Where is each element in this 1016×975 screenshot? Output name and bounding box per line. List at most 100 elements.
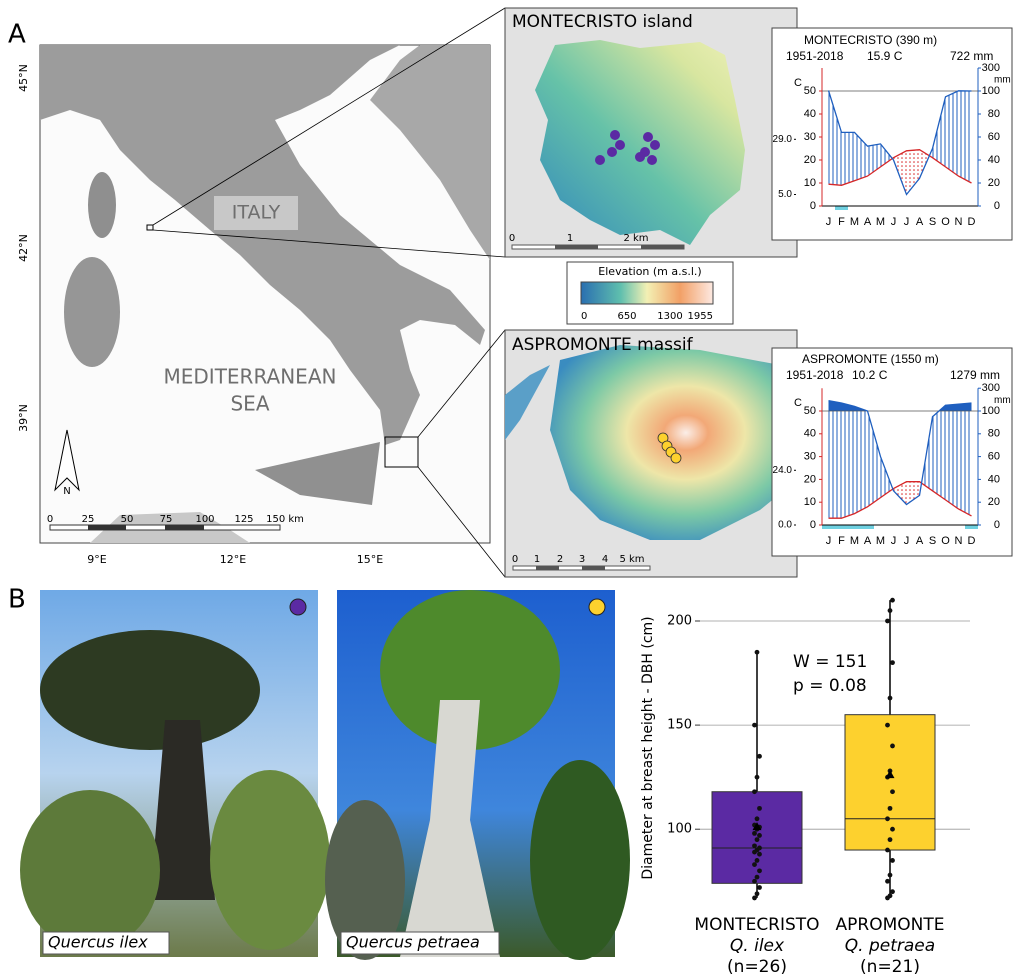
y2-tick-label: 20	[988, 496, 1000, 508]
y2-tick-label: 80	[988, 428, 1000, 440]
frost-month	[835, 206, 848, 210]
color-bar	[581, 282, 713, 304]
data-point	[885, 848, 890, 853]
scale-label: 2	[557, 554, 563, 565]
data-point	[757, 806, 762, 811]
extreme-label: 5.0	[778, 189, 792, 200]
extreme-label: 29.0	[773, 134, 793, 145]
scale-label: 150 km	[266, 514, 304, 525]
corsica	[88, 172, 116, 238]
month-label: S	[929, 216, 936, 228]
y-tick-label: 10	[804, 177, 816, 189]
month-label: D	[968, 216, 976, 228]
y2-tick-label: 0	[994, 519, 1000, 531]
data-point	[888, 893, 893, 898]
site	[671, 453, 681, 463]
lat-label: 39°N	[17, 404, 30, 432]
scale-label: 75	[160, 514, 173, 525]
data-point	[888, 608, 893, 613]
y-tick-label: 30	[804, 131, 816, 143]
scale-bar	[88, 525, 126, 530]
data-point	[757, 868, 762, 873]
scale-label: 1	[534, 554, 540, 565]
total-precip: 1279 mm	[950, 368, 1000, 382]
y-tick-label: 20	[804, 154, 816, 166]
site	[650, 140, 660, 150]
site	[615, 140, 625, 150]
y2-tick-label: 20	[988, 177, 1000, 189]
data-point	[755, 858, 760, 863]
y2-tick-label: 300	[982, 62, 1000, 74]
data-point	[757, 885, 762, 890]
month-label: F	[838, 216, 845, 228]
montecristo-inset: MONTECRISTO island 0 1 2 km	[505, 8, 797, 257]
frost-month	[822, 525, 874, 529]
group-name: MONTECRISTO	[694, 915, 819, 935]
aspromonte-inset: ASPROMONTE massif 0 1 2 3 4 5 km	[505, 330, 797, 577]
lon-label: 12°E	[220, 553, 246, 566]
inset-title: ASPROMONTE massif	[512, 335, 694, 355]
group-n: (n=21)	[860, 957, 920, 975]
panel-label: B	[8, 585, 26, 615]
y-tick-label: 0	[810, 200, 816, 212]
scale-label: 0	[512, 554, 518, 565]
month-label: A	[864, 216, 872, 228]
elevation-legend: Elevation (m a.s.l.) 0 650 1300 1955	[567, 262, 733, 324]
month-label: M	[876, 216, 885, 228]
month-label: N	[955, 535, 963, 547]
figure: A ITALY MEDITERRANEAN SEA N 0 25 50 75 1…	[0, 0, 1016, 975]
scale-label: 1	[567, 233, 573, 244]
precip-unit: mm	[994, 395, 1011, 406]
data-point	[757, 846, 762, 851]
scale-label: 25	[82, 514, 95, 525]
group-species: Q. ilex	[730, 936, 785, 956]
y-tick-label: 40	[804, 428, 816, 440]
scale-label: 0	[47, 514, 53, 525]
month-label: O	[941, 216, 950, 228]
frost-month	[965, 525, 978, 529]
data-point	[885, 879, 890, 884]
month-label: A	[916, 216, 924, 228]
group-species: Q. petraea	[845, 936, 935, 956]
data-point	[890, 744, 895, 749]
y-tick-label: 30	[804, 451, 816, 463]
site	[610, 130, 620, 140]
data-point	[888, 873, 893, 878]
photo-caption: Quercus petraea	[346, 933, 480, 952]
extreme-label: 0.0	[778, 520, 792, 531]
month-label: J	[826, 535, 832, 547]
month-label: M	[850, 216, 859, 228]
data-point	[757, 754, 762, 759]
site	[607, 147, 617, 157]
scale-bar	[513, 566, 650, 570]
mean-temp: 10.2 C	[852, 368, 888, 382]
site	[635, 152, 645, 162]
data-point	[752, 723, 757, 728]
panel-label: A	[8, 20, 26, 50]
data-point	[757, 852, 762, 857]
sardinia	[64, 257, 120, 367]
data-point	[885, 723, 890, 728]
photo: Quercus ilex	[20, 590, 330, 957]
boxplot: Diameter at breast height - DBH (cm) W =…	[640, 598, 970, 975]
legend-tick: 1300	[657, 311, 682, 322]
sea-label: SEA	[230, 392, 269, 416]
lon-label: 9°E	[87, 553, 106, 566]
data-point	[752, 896, 757, 901]
forest	[530, 760, 630, 960]
data-point	[755, 837, 760, 842]
scale-bar	[582, 566, 605, 570]
station: ASPROMONTE (1550 m)	[802, 352, 939, 366]
data-point	[757, 833, 762, 838]
group-dot	[589, 599, 605, 615]
month-label: F	[838, 535, 845, 547]
month-label: S	[929, 535, 936, 547]
month-label: M	[850, 535, 859, 547]
y-tick-label: 20	[804, 473, 816, 485]
main-map: ITALY MEDITERRANEAN SEA N 0 25 50 75 100…	[17, 8, 505, 577]
stat-text: W = 151	[793, 652, 867, 672]
north-label: N	[63, 486, 70, 497]
data-point	[890, 889, 895, 894]
extreme-label: 24.0	[773, 465, 793, 476]
y-tick-label: 10	[804, 496, 816, 508]
